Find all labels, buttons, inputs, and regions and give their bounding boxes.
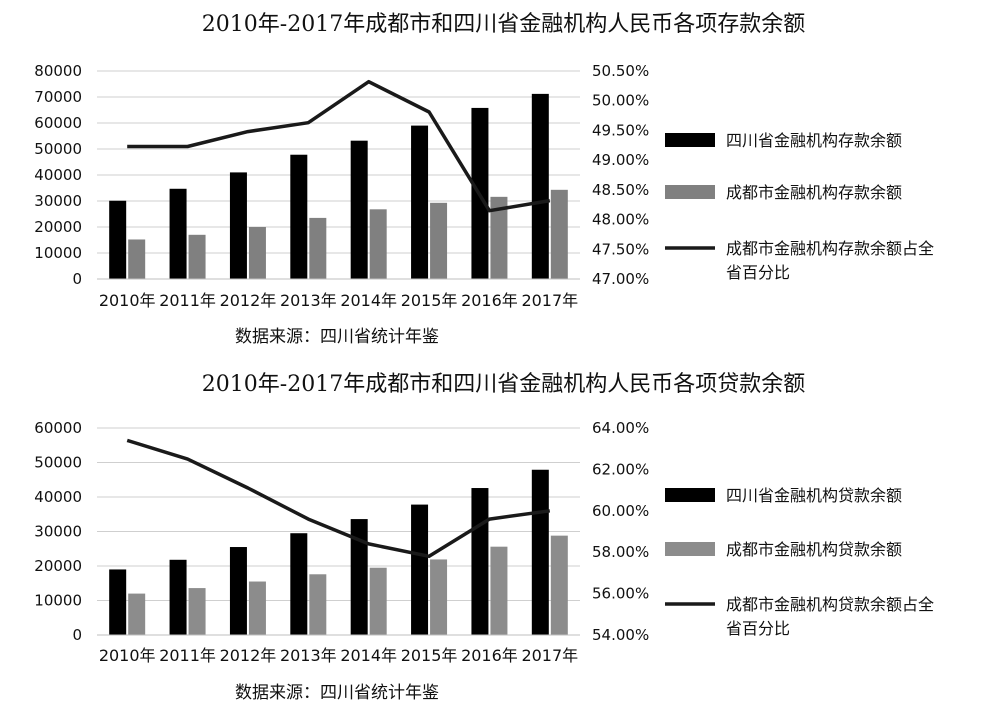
loan-x-tick-label: 2015年 bbox=[401, 646, 458, 665]
loan-chengdu-bar bbox=[128, 593, 146, 635]
deposit-right-tick-label: 48.00% bbox=[592, 211, 649, 229]
loan-x-tick-label: 2017年 bbox=[521, 646, 578, 665]
deposit-legend-label: 四川省金融机构存款余额 bbox=[726, 131, 902, 150]
deposit-chengdu-bar bbox=[369, 209, 387, 279]
loan-legend-label: 成都市金融机构贷款余额占全 bbox=[726, 595, 934, 614]
deposit-chart: 0 10000 20000 30000 40000 50000 60000 70000 8000… bbox=[34, 62, 934, 347]
loan-province-bar bbox=[169, 559, 187, 635]
deposit-left-tick-label: 0 bbox=[72, 270, 82, 288]
loan-chengdu-bar bbox=[309, 574, 327, 635]
loan-right-tick-label: 60.00% bbox=[592, 502, 649, 520]
deposit-x-tick-label: 2015年 bbox=[401, 291, 458, 310]
loan-share-line bbox=[126, 438, 551, 559]
deposit-chengdu-bar bbox=[188, 234, 206, 279]
deposit-legend-label: 成都市金融机构存款余额 bbox=[726, 183, 902, 202]
loan-x-tick-label: 2016年 bbox=[461, 646, 518, 665]
deposit-right-tick-label: 49.50% bbox=[592, 121, 649, 139]
deposit-right-tick-label: 50.00% bbox=[592, 92, 649, 110]
deposit-x-tick-label: 2013年 bbox=[280, 291, 337, 310]
deposit-right-tick-label: 49.00% bbox=[592, 151, 649, 169]
deposit-legend-swatch bbox=[665, 133, 715, 147]
deposit-x-tick-label: 2017年 bbox=[521, 291, 578, 310]
deposit-province-bar bbox=[531, 93, 549, 279]
loan-chart: 0 10000 20000 30000 40000 50000 60000 54.00% 56.… bbox=[34, 419, 934, 703]
deposit-left-tick-label: 60000 bbox=[34, 114, 82, 132]
deposit-legend-label: 成都市金融机构存款余额占全 bbox=[726, 239, 934, 258]
deposit-province-bar bbox=[229, 172, 247, 279]
loan-left-tick-label: 20000 bbox=[34, 557, 82, 575]
loan-source-note: 数据来源：四川省统计年鉴 bbox=[235, 683, 439, 703]
deposit-province-bar bbox=[290, 154, 308, 279]
loan-chengdu-bar bbox=[550, 535, 568, 635]
deposit-left-tick-label: 10000 bbox=[34, 244, 82, 262]
deposit-chengdu-bar bbox=[248, 227, 266, 279]
loan-right-tick-label: 56.00% bbox=[592, 585, 649, 603]
loan-right-tick-label: 58.00% bbox=[592, 543, 649, 561]
deposit-chengdu-bar bbox=[128, 239, 146, 279]
deposit-x-tick-label: 2014年 bbox=[340, 291, 397, 310]
loan-province-bar bbox=[471, 488, 489, 635]
deposit-left-tick-label: 70000 bbox=[34, 88, 82, 106]
loan-x-tick-label: 2013年 bbox=[280, 646, 337, 665]
loan-left-tick-label: 0 bbox=[72, 626, 82, 644]
loan-chengdu-bar bbox=[188, 588, 206, 635]
loan-province-bar bbox=[411, 504, 429, 635]
loan-right-tick-label: 64.00% bbox=[592, 419, 649, 437]
loan-legend-swatch bbox=[665, 542, 715, 556]
deposit-left-tick-label: 20000 bbox=[34, 218, 82, 236]
deposit-province-bar bbox=[411, 125, 429, 279]
deposit-left-tick-label: 50000 bbox=[34, 140, 82, 158]
loan-left-tick-label: 10000 bbox=[34, 592, 82, 610]
deposit-right-tick-label: 48.50% bbox=[592, 181, 649, 199]
deposit-chengdu-bar bbox=[309, 217, 327, 279]
loan-province-bar bbox=[531, 469, 549, 635]
loan-chengdu-bar bbox=[248, 581, 266, 635]
loan-x-tick-label: 2014年 bbox=[340, 646, 397, 665]
loan-right-tick-label: 62.00% bbox=[592, 460, 649, 478]
loan-province-bar bbox=[350, 519, 368, 635]
deposit-province-bar bbox=[169, 188, 187, 279]
loan-x-tick-label: 2010年 bbox=[99, 646, 156, 665]
loan-legend-label: 四川省金融机构贷款余额 bbox=[726, 486, 902, 505]
loan-left-tick-label: 60000 bbox=[34, 419, 82, 437]
deposit-left-tick-label: 30000 bbox=[34, 192, 82, 210]
deposit-legend-swatch bbox=[665, 185, 715, 199]
loan-legend-label: 省百分比 bbox=[726, 619, 790, 638]
deposit-chengdu-bar bbox=[550, 189, 568, 279]
loan-legend-label: 成都市金融机构贷款余额 bbox=[726, 540, 902, 559]
loan-chengdu-bar bbox=[430, 559, 448, 635]
deposit-right-tick-label: 50.50% bbox=[592, 62, 649, 80]
deposit-share-line bbox=[127, 79, 551, 213]
deposit-province-bar bbox=[109, 200, 127, 279]
loan-legend-swatch bbox=[665, 488, 715, 502]
loan-left-tick-label: 30000 bbox=[34, 523, 82, 541]
deposit-chengdu-bar bbox=[490, 196, 508, 279]
deposit-x-tick-label: 2016年 bbox=[461, 291, 518, 310]
deposit-legend-label: 省百分比 bbox=[726, 263, 790, 282]
deposit-x-tick-label: 2012年 bbox=[220, 291, 277, 310]
deposit-chart-title: 2010年-2017年成都市和四川省金融机构人民币各项存款余额 bbox=[201, 12, 806, 37]
loan-chengdu-bar bbox=[369, 567, 387, 635]
deposit-left-tick-label: 40000 bbox=[34, 166, 82, 184]
deposit-right-tick-label: 47.00% bbox=[592, 270, 649, 288]
deposit-x-tick-label: 2010年 bbox=[99, 291, 156, 310]
loan-chart-title: 2010年-2017年成都市和四川省金融机构人民币各项贷款余额 bbox=[201, 372, 806, 397]
deposit-left-tick-label: 80000 bbox=[34, 62, 82, 80]
deposit-x-tick-label: 2011年 bbox=[159, 291, 216, 310]
loan-x-tick-label: 2012年 bbox=[220, 646, 277, 665]
loan-left-tick-label: 40000 bbox=[34, 488, 82, 506]
deposit-right-tick-label: 47.50% bbox=[592, 240, 649, 258]
loan-province-bar bbox=[229, 547, 247, 635]
loan-x-tick-label: 2011年 bbox=[159, 646, 216, 665]
loan-chengdu-bar bbox=[490, 546, 508, 635]
loan-right-tick-label: 54.00% bbox=[592, 626, 649, 644]
loan-province-bar bbox=[290, 533, 308, 635]
loan-province-bar bbox=[109, 569, 127, 635]
deposit-chengdu-bar bbox=[430, 202, 448, 279]
deposit-source-note: 数据来源：四川省统计年鉴 bbox=[235, 327, 439, 347]
deposit-province-bar bbox=[350, 140, 368, 279]
loan-left-tick-label: 50000 bbox=[34, 454, 82, 472]
